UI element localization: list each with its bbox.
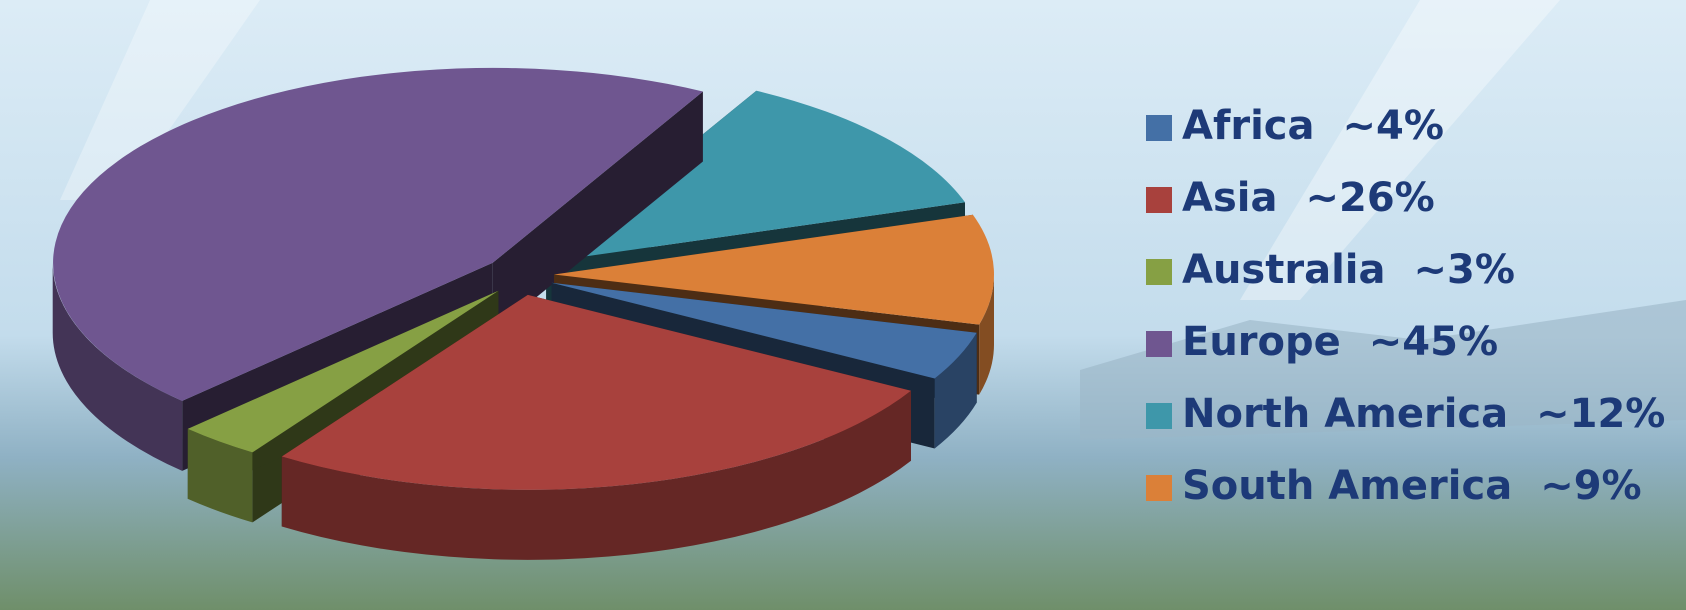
mountains: [1080, 300, 1686, 440]
legend-label: North America ~12%: [1182, 391, 1665, 437]
pie: [52, 67, 994, 560]
legend-swatch: [1146, 259, 1172, 285]
legend-name: Asia: [1182, 175, 1277, 221]
legend-label: Europe ~45%: [1182, 319, 1498, 365]
slice: [554, 214, 994, 325]
legend-value: ~9%: [1540, 463, 1641, 509]
legend-value: ~4%: [1343, 103, 1444, 149]
legend-swatch: [1146, 331, 1172, 357]
slice-side: [934, 332, 977, 449]
legend: Africa ~4% Asia ~26% Australia ~3% Europe ~45% N…: [1146, 103, 1665, 509]
legend-name: Europe: [1182, 319, 1341, 365]
legend-value: ~26%: [1305, 175, 1434, 221]
slice-wall: [492, 91, 703, 333]
legend-name: Australia: [1182, 247, 1386, 293]
light-ray: [60, 0, 260, 200]
legend-value: ~45%: [1369, 319, 1498, 365]
slice-side: [52, 262, 183, 471]
slice-side: [281, 390, 911, 560]
legend-label: Australia ~3%: [1182, 247, 1515, 293]
slice: [187, 290, 499, 453]
legend-label: Asia ~26%: [1182, 175, 1435, 221]
legend-name: Africa: [1182, 103, 1315, 149]
legend-name: North America: [1182, 391, 1508, 437]
legend-swatch: [1146, 187, 1172, 213]
legend-swatch: [1146, 475, 1172, 501]
legend-label: Africa ~4%: [1182, 103, 1444, 149]
slice: [281, 294, 911, 490]
legend-value: ~12%: [1536, 391, 1665, 437]
slice-wall: [187, 290, 499, 499]
slice-side: [187, 428, 253, 523]
legend-name: South America: [1182, 463, 1512, 509]
legend-swatch: [1146, 403, 1172, 429]
slice: [546, 90, 965, 262]
legend-value: ~3%: [1414, 247, 1515, 293]
light-ray: [1240, 0, 1560, 300]
slice: [53, 67, 703, 401]
legend-label: South America ~9%: [1182, 463, 1642, 509]
slice: [551, 282, 977, 379]
slice-side: [979, 274, 994, 395]
legend-swatch: [1146, 115, 1172, 141]
